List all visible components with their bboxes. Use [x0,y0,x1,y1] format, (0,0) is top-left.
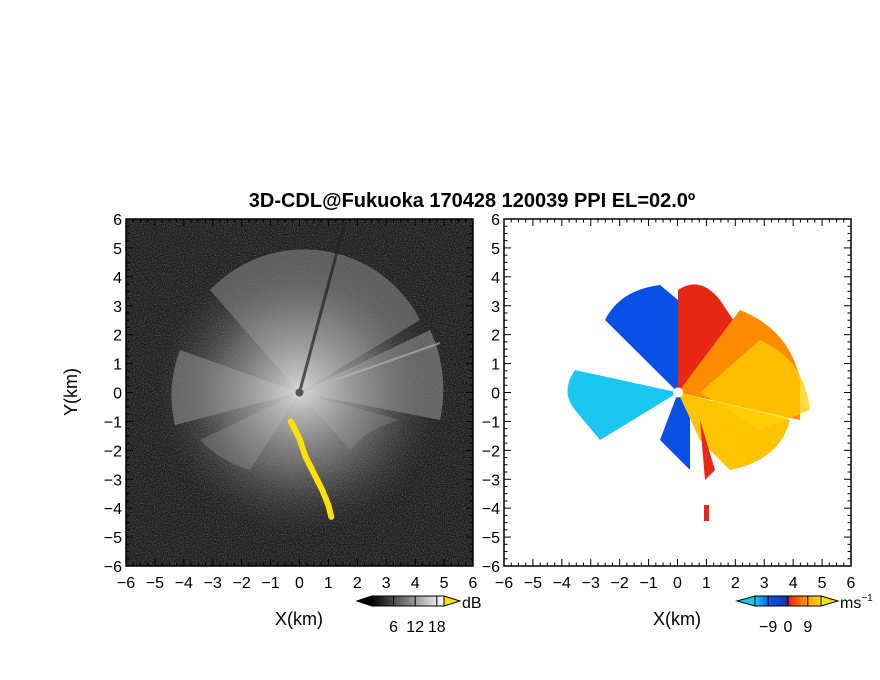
velocity-y-tick-label: −3 [482,472,500,489]
velocity-y-tick-label: −4 [482,501,500,518]
reflectivity-x-tick-label: 2 [353,575,362,592]
colorbar-unit-exponent: −1 [861,593,873,604]
velocity-x-tick-label: 5 [818,575,827,592]
velocity-sector-northwest [605,285,678,393]
reflectivity-y-tick-label: 2 [113,328,122,345]
velocity-x-tick-label: −3 [582,575,600,592]
reflectivity-y-tick-label: 1 [113,357,122,374]
figure-title: 3D-CDL@Fukuoka 170428 120039 PPI EL=02.0… [249,190,695,212]
highlight-trace [287,418,335,520]
velocity-x-label: X(km) [653,609,701,629]
velocity-sector-south [700,420,715,480]
colorbar-extend-low [355,595,373,607]
velocity-x-tick-label: 4 [789,575,798,592]
colorbar-unit: dB [462,595,482,612]
velocity-x-tick-label: −6 [495,575,513,592]
reflectivity-y-tick-label: −5 [104,530,122,547]
reflectivity-x-tick-label: 4 [411,575,420,592]
velocity-y-tick-label: 5 [491,241,500,258]
velocity-y-tick-label: −5 [482,530,500,547]
velocity-panel: −6 −5 −4 −3 −2 −1 0 1 2 3 4 5 6 −6 −5 −4 −3 −2 −1 0 1 2 3 4 5 6 X… [482,212,873,636]
velocity-x-tick-label: 1 [702,575,711,592]
velocity-y-tick-label: 1 [491,357,500,374]
reflectivity-x-tick-label: 5 [440,575,449,592]
reflectivity-y-tick-label: −4 [104,501,122,518]
reflectivity-y-tick-label: 5 [113,241,122,258]
velocity-x-tick-label: 6 [847,575,856,592]
colorbar-extend-low [735,595,756,607]
velocity-y-tick-label: 2 [491,328,500,345]
velocity-axes: −6 −5 −4 −3 −2 −1 0 1 2 3 4 5 6 −6 −5 −4 −3 −2 −1 0 1 2 3 4 5 6 [482,212,856,592]
radar-center-marker [295,388,304,397]
velocity-y-tick-label: −1 [482,414,500,431]
velocity-sector-far-east [700,340,810,430]
reflectivity-x-tick-label: −6 [117,575,135,592]
reflectivity-x-label: X(km) [275,609,323,629]
colorbar-unit: ms−1 [840,593,873,612]
velocity-y-tick-label: −2 [482,443,500,460]
colorbar-tick-label: 9 [803,619,812,636]
beam-streak-ne [298,221,347,393]
velocity-x-tick-label: 3 [760,575,769,592]
velocity-y-tick-label: 3 [491,299,500,316]
velocity-colorbar: −9 0 9 ms−1 [735,593,873,636]
reflectivity-y-tick-label: 3 [113,299,122,316]
reflectivity-x-tick-label: 0 [295,575,304,592]
colorbar-tick-label: 18 [428,619,446,636]
reflectivity-axes: −6 −5 −4 −3 −2 −1 0 1 2 3 4 5 6 −6 −5 −4 −3 −2 −1 0 1 2 3 4 5 6 [104,212,478,592]
colorbar-unit-base: ms [840,595,861,612]
colorbar-ticks: 6 12 18 [389,596,446,636]
velocity-x-tick-label: −2 [611,575,629,592]
reflectivity-x-tick-label: −3 [204,575,222,592]
reflectivity-x-tick-label: −4 [175,575,193,592]
velocity-streak [704,505,709,521]
reflectivity-y-tick-label: −2 [104,443,122,460]
velocity-x-tick-label: −5 [524,575,542,592]
velocity-x-tick-label: 0 [673,575,682,592]
reflectivity-y-tick-label: −3 [104,472,122,489]
velocity-y-tick-label: 0 [491,386,500,403]
colorbar-tick-label: 12 [406,619,424,636]
velocity-x-tick-label: −4 [553,575,571,592]
reflectivity-x-tick-label: −2 [233,575,251,592]
velocity-y-tick-label: 6 [491,212,500,229]
reflectivity-y-tick-label: −6 [104,559,122,576]
velocity-sector-west [567,370,678,440]
velocity-sector-southeast [678,392,790,470]
colorbar-tick-label: 0 [784,619,793,636]
colorbar-tick-label: −9 [759,619,777,636]
reflectivity-field [126,219,473,566]
reflectivity-y-tick-label: 6 [113,212,122,229]
colorbar-ticks: −9 0 9 [759,596,812,636]
reflectivity-x-tick-label: −5 [146,575,164,592]
reflectivity-x-tick-label: 1 [324,575,333,592]
reflectivity-x-tick-label: −1 [261,575,279,592]
colorbar-gradient [371,595,445,607]
beam-streak-e [299,342,441,394]
velocity-sector-north [678,284,740,393]
reflectivity-x-tick-label: 6 [469,575,478,592]
velocity-x-tick-label: 2 [731,575,740,592]
velocity-field [504,219,851,566]
velocity-sector-southwest [660,392,690,470]
colorbar-extend-high [820,595,840,607]
reflectivity-y-tick-label: 0 [113,386,122,403]
reflectivity-y-label: Y(km) [61,368,81,416]
colorbar-extend-high [443,595,462,607]
velocity-x-tick-label: −1 [639,575,657,592]
velocity-center [673,387,683,398]
reflectivity-y-tick-label: −1 [104,414,122,431]
velocity-y-tick-label: 4 [491,270,500,287]
reflectivity-y-tick-label: 4 [113,270,122,287]
colorbar-tick-label: 6 [389,619,398,636]
reflectivity-colorbar: 6 12 18 dB [355,595,482,636]
velocity-y-tick-label: −6 [482,559,500,576]
reflectivity-x-tick-label: 3 [382,575,391,592]
